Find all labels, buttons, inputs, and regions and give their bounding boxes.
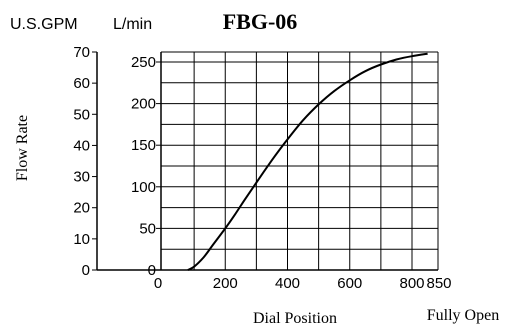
x-tick-label: 200 bbox=[213, 275, 238, 292]
gpm-tick-label: 50 bbox=[73, 106, 90, 123]
x-tick-label: 800 bbox=[399, 275, 424, 292]
lmin-tick-label: 100 bbox=[131, 179, 156, 196]
x-axis-label-right: Fully Open bbox=[427, 307, 499, 324]
chart-axes: 0 10 20 30 40 50 60 70 0 50 100 150 200 250 0 200 400 600… bbox=[73, 44, 451, 292]
chart-title: FBG-06 bbox=[223, 9, 298, 34]
lmin-tick-label: 250 bbox=[131, 54, 156, 71]
gpm-tick-label: 10 bbox=[73, 231, 90, 248]
lmin-tick-label: 150 bbox=[131, 137, 156, 154]
gpm-tick-label: 30 bbox=[73, 169, 90, 186]
x-axis-label: Dial Position bbox=[253, 310, 337, 327]
x-tick-label: 0 bbox=[154, 275, 162, 292]
x-tick-label: 850 bbox=[426, 275, 451, 292]
gpm-tick-label: 60 bbox=[73, 75, 90, 92]
y-axis-label: Flow Rate bbox=[14, 115, 31, 181]
gpm-tick-label: 40 bbox=[73, 137, 90, 154]
unit-gpm-label: U.S.GPM bbox=[10, 16, 78, 33]
gpm-tick-label: 70 bbox=[73, 44, 90, 61]
x-tick-label: 600 bbox=[337, 275, 362, 292]
gpm-tick-label: 0 bbox=[82, 262, 90, 279]
lmin-tick-label: 0 bbox=[148, 262, 156, 279]
x-tick-label: 400 bbox=[275, 275, 300, 292]
unit-lmin-label: L/min bbox=[113, 16, 152, 33]
chart-marks bbox=[187, 52, 428, 271]
lmin-tick-label: 200 bbox=[131, 96, 156, 113]
gpm-tick-label: 20 bbox=[73, 200, 90, 217]
chart-grid bbox=[161, 51, 439, 270]
lmin-tick-label: 50 bbox=[139, 220, 156, 237]
flow-curve bbox=[187, 52, 428, 271]
